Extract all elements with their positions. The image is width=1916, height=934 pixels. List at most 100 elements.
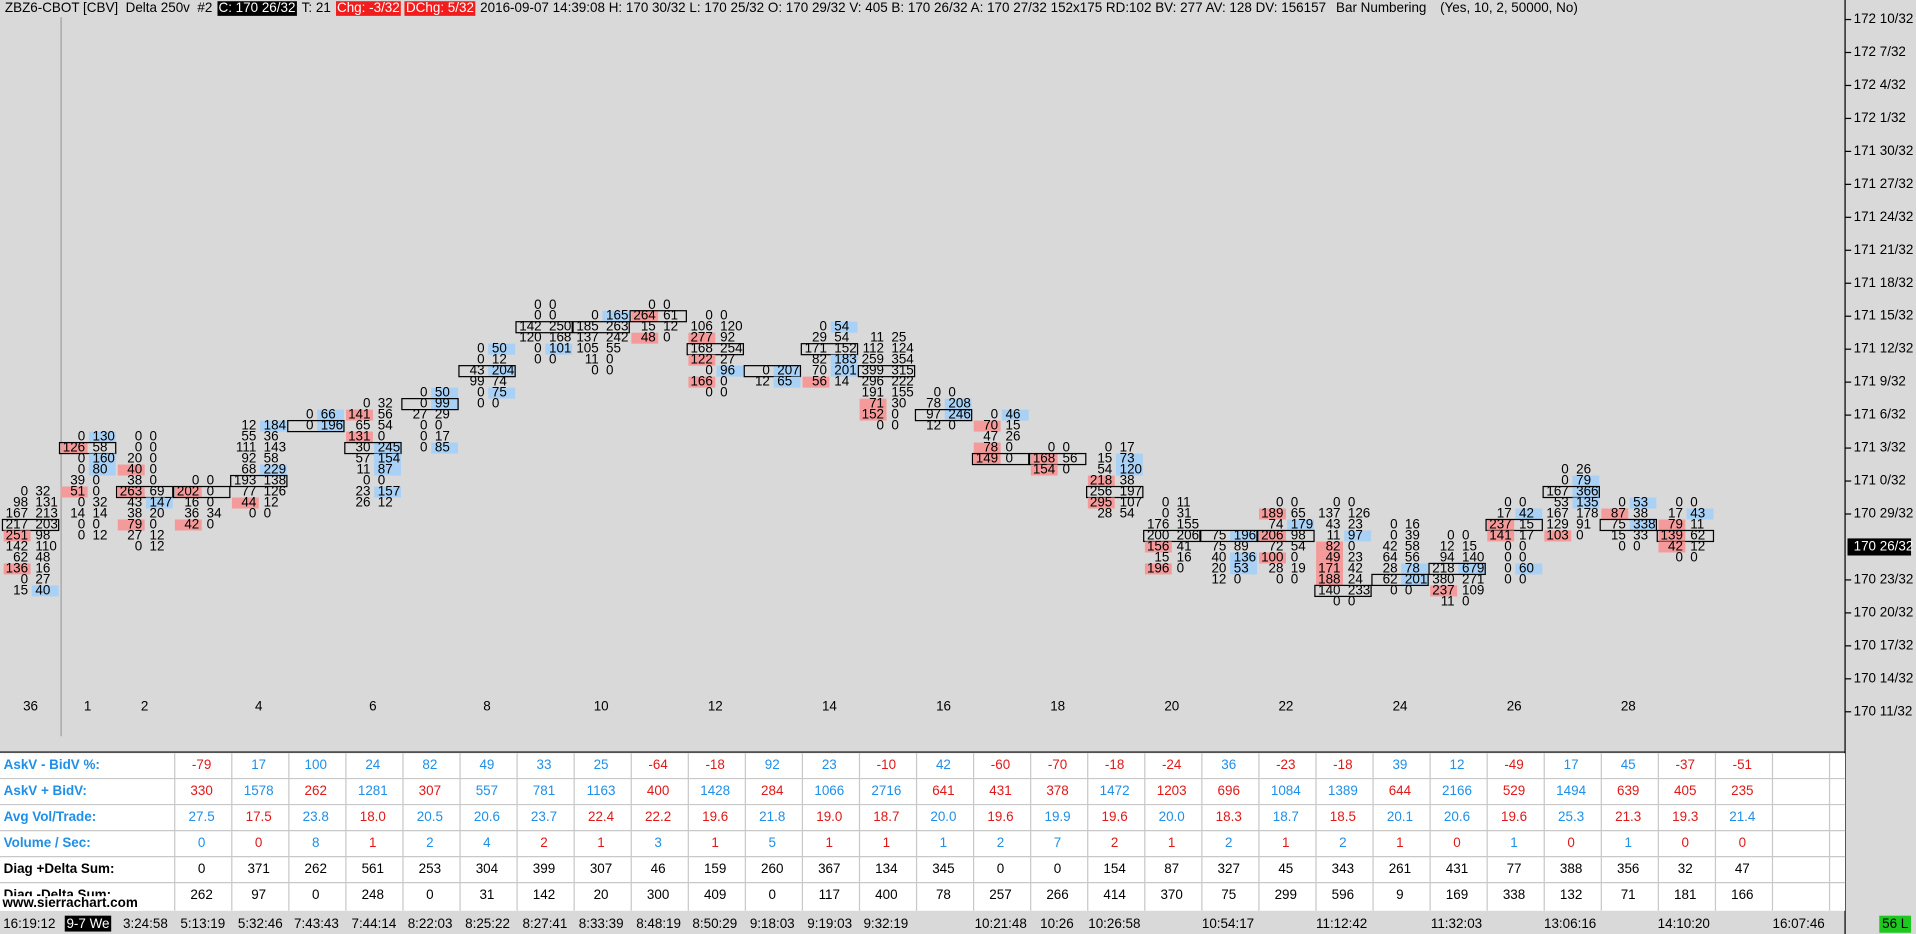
bar-number: 18 (1050, 698, 1065, 713)
bid-imbalance (688, 332, 716, 344)
price-label: 170 14/32 (1854, 670, 1914, 685)
poc-box (629, 310, 687, 323)
ask-volume: 16 (35, 560, 50, 575)
ask-volume: 0 (1063, 462, 1070, 477)
bid-volume: 0 (1333, 593, 1340, 608)
ask-volume: 0 (1690, 495, 1697, 510)
bid-volume: 72 (1269, 539, 1284, 554)
cell: 49 (479, 757, 494, 772)
bid-volume: 0 (820, 319, 827, 334)
cell: -79 (192, 757, 211, 772)
cell: 159 (704, 861, 726, 876)
bid-volume: 0 (1105, 440, 1112, 455)
bid-volume: 11 (1441, 593, 1455, 608)
bid-volume: 14 (70, 506, 85, 521)
bid-volume: 0 (705, 308, 712, 323)
cell: 307 (419, 783, 441, 798)
cell: 781 (533, 783, 555, 798)
bid-volume: 0 (934, 385, 941, 400)
ask-volume: 0 (948, 385, 955, 400)
ask-imbalance (88, 431, 116, 443)
bid-volume: 200 (1147, 528, 1169, 543)
ask-imbalance (1401, 574, 1429, 586)
bid-volume: 0 (192, 473, 199, 488)
cell: 1428 (700, 783, 730, 798)
cell: 20.6 (1444, 809, 1470, 824)
ask-volume: 23 (1348, 517, 1363, 532)
poc-box (1200, 529, 1258, 543)
cell: 1472 (1100, 783, 1130, 798)
bar-number: 24 (1393, 698, 1408, 713)
ask-imbalance (88, 453, 116, 465)
close: C: 170 26/32 (217, 1, 297, 16)
ask-volume: 0 (1633, 539, 1640, 554)
cell: 47 (1735, 861, 1750, 876)
cell: 356 (1617, 861, 1639, 876)
bid-imbalance (1487, 530, 1515, 542)
cell: 266 (1046, 887, 1068, 902)
bar-number: 16 (936, 698, 951, 713)
price-label: 171 9/32 (1854, 374, 1906, 389)
bid-volume: 0 (1162, 506, 1169, 521)
bid-volume: 68 (241, 462, 256, 477)
ask-volume: 92 (720, 330, 735, 345)
bid-volume: 20 (127, 451, 142, 466)
bid-volume: 141 (348, 407, 370, 422)
poc-box (515, 321, 573, 334)
ask-volume: 354 (891, 352, 914, 367)
bid-volume: 296 (862, 374, 884, 389)
ask-volume: 366 (1576, 484, 1598, 499)
bar-number: 14 (822, 698, 837, 713)
ask-volume: 0 (891, 418, 898, 433)
ask-volume: 229 (264, 462, 286, 477)
bar-number: 26 (1507, 698, 1522, 713)
ask-volume: 0 (1576, 528, 1583, 543)
current-price-box (1847, 538, 1912, 556)
time-label: 11:12:42 (1316, 916, 1367, 931)
bid-volume: 64 (1383, 550, 1398, 565)
ask-volume: 0 (1063, 440, 1070, 455)
bid-imbalance (60, 486, 88, 498)
ask-imbalance (830, 354, 858, 366)
ask-volume: 126 (1348, 506, 1370, 521)
ask-imbalance (773, 376, 801, 388)
bid-volume: 0 (534, 297, 541, 312)
bid-volume: 0 (135, 429, 142, 444)
cell: 25 (594, 757, 609, 772)
ask-imbalance (1629, 497, 1657, 509)
cell: 400 (875, 887, 897, 902)
ask-volume: 184 (264, 418, 287, 433)
ask-volume: 0 (150, 451, 157, 466)
bid-volume: 15 (641, 319, 656, 334)
bid-volume: 142 (519, 319, 541, 334)
bid-volume: 15 (1154, 550, 1169, 565)
ask-volume: 75 (492, 385, 507, 400)
ask-volume: 168 (549, 330, 571, 345)
ask-volume: 26 (1576, 462, 1591, 477)
bid-volume: 27 (413, 407, 428, 422)
ask-volume: 207 (777, 363, 799, 378)
time-label: 11:32:03 (1431, 916, 1482, 931)
ask-volume: 31 (1177, 506, 1192, 521)
bid-volume: 12 (1211, 571, 1226, 586)
bid-volume: 28 (1097, 506, 1112, 521)
price-label: 171 24/32 (1854, 209, 1914, 224)
cell: 431 (989, 783, 1011, 798)
cell: 154 (1103, 861, 1126, 876)
bid-imbalance (859, 409, 887, 421)
bid-volume: 0 (477, 341, 484, 356)
info: 2016-09-07 14:39:08 H: 170 30/32 L: 170 … (480, 1, 1327, 16)
ask-volume: 246 (948, 407, 970, 422)
bid-volume: 0 (78, 517, 85, 532)
time-label: 9:19:03 (807, 916, 852, 931)
bid-volume: 0 (534, 308, 541, 323)
ask-volume: 0 (1348, 593, 1355, 608)
bid-volume: 38 (127, 506, 142, 521)
bid-volume: 48 (641, 330, 656, 345)
cell: 248 (362, 887, 384, 902)
ask-volume: 87 (378, 462, 393, 477)
bid-volume: 237 (1432, 582, 1454, 597)
trades: T: 21 (301, 1, 331, 16)
ask-volume: 0 (720, 308, 727, 323)
cell: 2 (997, 835, 1004, 850)
